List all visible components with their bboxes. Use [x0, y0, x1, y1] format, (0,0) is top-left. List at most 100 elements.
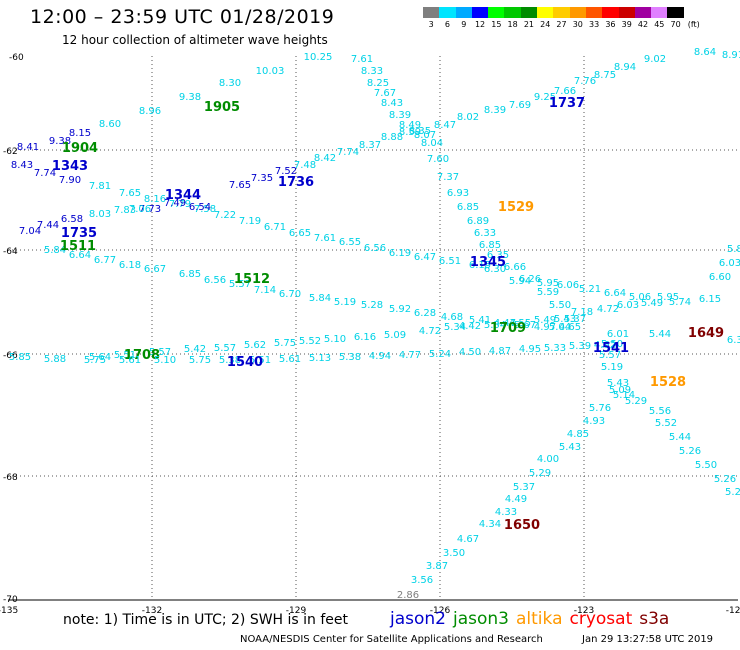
swh-value: 5.52 — [655, 418, 677, 429]
swh-value: 5.50 — [549, 300, 571, 311]
wave-height-color-scale: 3 6 9 12 15 18 21 24 27 30 33 36 39 42 45 70 (ft) — [423, 7, 704, 29]
swh-value: 4.65 — [559, 322, 581, 333]
swh-value: 6.26 — [519, 274, 541, 285]
swh-value: 5.37 — [564, 314, 586, 325]
swh-value: 5.51 — [249, 355, 271, 366]
swh-value: 7.79 — [169, 199, 191, 210]
swh-value: 6.93 — [447, 188, 469, 199]
swh-value: 4.67 — [457, 534, 479, 545]
pass-time-label: 1905 — [204, 100, 240, 115]
lon-label: -135 — [0, 606, 18, 616]
swh-value: 5.52 — [299, 336, 321, 347]
swh-value: 5.38 — [219, 355, 241, 366]
swh-value: 4.72 — [419, 326, 441, 337]
pass-time-label: 1512 — [234, 272, 270, 287]
pass-time-label: 1541 — [593, 341, 629, 356]
swh-value: 8.39 — [389, 110, 411, 121]
swh-value: 8.88 — [381, 132, 403, 143]
swh-value: 4.33 — [495, 507, 517, 518]
swh-value: 5.38 — [339, 352, 361, 363]
swh-value: 7.61 — [314, 233, 336, 244]
swh-value: 5.95 — [657, 292, 679, 303]
scale-swatch-4 — [488, 7, 505, 18]
units-note: note: 1) Time is in UTC; 2) SWH is in fe… — [63, 612, 349, 628]
swh-value: 5.06 — [629, 292, 651, 303]
swh-value: 7.90 — [59, 175, 81, 186]
swh-value: 6.30 — [484, 264, 506, 275]
swh-value: 6.58 — [61, 214, 83, 225]
swh-value: 5.85 — [727, 244, 740, 255]
swh-value: 5.88 — [44, 354, 66, 365]
swh-value: 8.41 — [17, 142, 39, 153]
swh-value: 10.25 — [304, 52, 333, 63]
scale-swatch-5 — [504, 7, 521, 18]
swh-value: 5.76 — [589, 403, 611, 414]
color-scale-labels: 3 6 9 12 15 18 21 24 27 30 33 36 39 42 45 70 (ft) — [423, 20, 704, 29]
swh-value: 7.73 — [139, 204, 161, 215]
swh-value: 5.10 — [154, 355, 176, 366]
pass-time-label: 1345 — [470, 255, 506, 270]
swh-value: 6.16 — [354, 332, 376, 343]
swh-value: 7.52 — [275, 166, 297, 177]
swh-value: 8.07 — [414, 130, 436, 141]
swh-value: 7.65 — [229, 180, 251, 191]
swh-value: 4.93 — [583, 416, 605, 427]
lat-label: -68 — [3, 473, 18, 483]
swh-value: 4.94 — [369, 351, 391, 362]
swh-value: 8.59 — [399, 127, 421, 138]
swh-value: 7.44 — [37, 220, 59, 231]
scale-label-8: 27 — [556, 20, 567, 29]
legend-altika: altika — [516, 609, 563, 629]
swh-value: 8.43 — [381, 98, 403, 109]
scale-label-10: 33 — [589, 20, 600, 29]
scale-swatch-15 — [667, 7, 684, 18]
swh-value: 9.25 — [534, 92, 556, 103]
map-subtitle: 12 hour collection of altimeter wave hei… — [62, 33, 328, 47]
swh-value: 5.57 — [229, 279, 251, 290]
swh-value: 5.50 — [695, 460, 717, 471]
scale-label-0: 3 — [428, 20, 434, 29]
swh-value: 6.64 — [69, 250, 91, 261]
lat-label: -64 — [3, 247, 18, 257]
swh-value: 5.21 — [579, 284, 601, 295]
swh-value: 7.65 — [119, 188, 141, 199]
pass-time-label: 1528 — [650, 375, 686, 390]
swh-value: 5.67 — [514, 320, 536, 331]
swh-value: 6.15 — [699, 294, 721, 305]
swh-value: 5.14 — [613, 390, 635, 401]
swh-value: 5.64 — [89, 352, 111, 363]
pass-time-label: 1511 — [60, 239, 96, 254]
swh-value: 6.01 — [607, 329, 629, 340]
swh-value: 5.33 — [544, 343, 566, 354]
swh-value: 9.38 — [179, 92, 201, 103]
swh-value: 6.28 — [414, 308, 436, 319]
swh-value: 4.87 — [489, 346, 511, 357]
swh-value: 5.75 — [189, 355, 211, 366]
swh-value: 5.37 — [513, 482, 535, 493]
swh-value: 5.28 — [361, 300, 383, 311]
swh-value: 7.74 — [337, 147, 359, 158]
scale-label-2: 9 — [461, 20, 467, 29]
swh-value: 6.19 — [389, 248, 411, 259]
scale-swatch-8 — [553, 7, 570, 18]
scale-swatch-7 — [537, 7, 554, 18]
swh-value: 7.37 — [437, 172, 459, 183]
swh-value: 5.43 — [554, 314, 576, 325]
lat-label: -60 — [9, 53, 24, 63]
scale-label-15: 70 — [670, 20, 681, 29]
swh-value: 5.29 — [529, 468, 551, 479]
scale-label-1: 6 — [444, 20, 450, 29]
swh-value: 7.83 — [114, 205, 136, 216]
scale-swatch-6 — [520, 7, 538, 18]
pass-time-label: 1736 — [278, 175, 314, 190]
swh-value: 5.61 — [119, 355, 141, 366]
swh-value: 7.48 — [294, 160, 316, 171]
pass-time-label: 1344 — [165, 188, 201, 203]
lon-label: -129 — [286, 606, 307, 616]
swh-value: 10.03 — [256, 66, 285, 77]
swh-value: 5.2 — [725, 487, 740, 498]
swh-value: 7.22 — [214, 210, 236, 221]
swh-value: 7.81 — [89, 181, 111, 192]
pass-time-label: 1708 — [124, 348, 160, 363]
swh-value: 6.56 — [364, 243, 386, 254]
